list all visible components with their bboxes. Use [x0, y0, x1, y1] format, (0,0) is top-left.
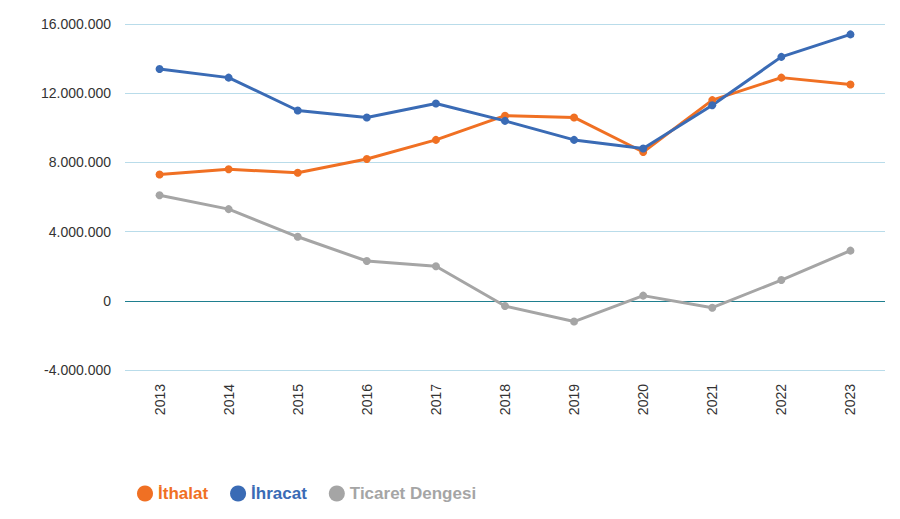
svg-text:2015: 2015 — [290, 384, 306, 415]
svg-text:12.000.000: 12.000.000 — [41, 85, 111, 101]
svg-text:-4.000.000: -4.000.000 — [44, 362, 111, 378]
svg-text:Ticaret Dengesi: Ticaret Dengesi — [350, 484, 476, 503]
svg-text:2023: 2023 — [842, 384, 858, 415]
svg-text:2022: 2022 — [773, 384, 789, 415]
svg-text:İhracat: İhracat — [251, 484, 307, 503]
svg-text:2020: 2020 — [635, 384, 651, 415]
svg-text:İthalat: İthalat — [158, 484, 208, 503]
svg-text:2018: 2018 — [497, 384, 513, 415]
svg-text:8.000.000: 8.000.000 — [49, 154, 111, 170]
svg-text:2017: 2017 — [428, 384, 444, 415]
svg-text:2021: 2021 — [704, 384, 720, 415]
svg-text:2016: 2016 — [359, 384, 375, 415]
svg-text:16.000.000: 16.000.000 — [41, 16, 111, 32]
svg-text:2014: 2014 — [221, 384, 237, 415]
svg-text:2013: 2013 — [152, 384, 168, 415]
svg-text:2019: 2019 — [566, 384, 582, 415]
svg-text:4.000.000: 4.000.000 — [49, 224, 111, 240]
svg-text:0: 0 — [103, 293, 111, 309]
